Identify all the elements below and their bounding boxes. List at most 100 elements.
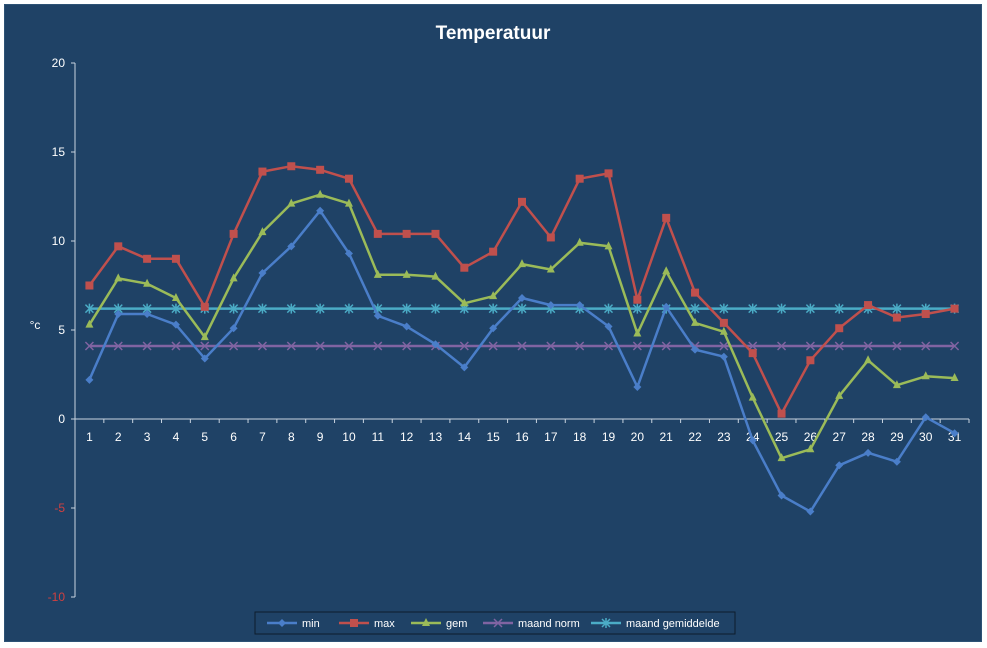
data-point-max [85, 281, 94, 290]
data-point-maand-norm [229, 341, 239, 351]
x-tick-label: 25 [775, 430, 789, 444]
data-point-gem [258, 227, 267, 236]
data-point-gem [604, 241, 613, 250]
data-point-max [143, 254, 152, 263]
data-point-min [85, 375, 94, 384]
data-point-maand-gemiddelde [488, 303, 498, 314]
data-point-gem [691, 317, 700, 326]
y-axis-label: °c [30, 318, 41, 332]
data-point-min [229, 324, 238, 333]
data-point-max [892, 313, 901, 322]
data-point-maand-gemiddelde [690, 303, 700, 314]
data-point-maand-norm [950, 341, 960, 351]
x-tick-label: 18 [573, 430, 587, 444]
x-tick-label: 28 [861, 430, 875, 444]
legend-label-gem: gem [446, 618, 467, 630]
data-point-max [719, 318, 728, 327]
data-point-maand-norm [632, 341, 642, 351]
legend-label-min: min [302, 618, 320, 630]
data-point-maand-gemiddelde [603, 303, 614, 314]
data-point-maand-gemiddelde [805, 303, 815, 314]
data-point-min [316, 206, 325, 215]
data-point-min [287, 242, 296, 251]
data-point-max [691, 288, 700, 297]
data-point-maand-norm [661, 341, 671, 351]
data-point-min [777, 491, 786, 500]
data-point-min [258, 269, 267, 278]
data-point-min [864, 448, 873, 457]
data-point-min [114, 309, 123, 318]
data-point-maand-norm [517, 341, 527, 351]
data-point-gem [460, 298, 469, 307]
x-tick-label: 22 [688, 430, 702, 444]
data-point-max [777, 409, 786, 418]
x-tick-label: 20 [631, 430, 645, 444]
data-point-min [489, 324, 498, 333]
data-point-maand-gemiddelde [748, 303, 758, 314]
x-tick-label: 12 [400, 430, 414, 444]
x-tick-label: 8 [288, 430, 295, 444]
data-point-maand-norm [546, 341, 556, 351]
data-point-min [892, 457, 901, 466]
data-point-maand-gemiddelde [84, 303, 94, 314]
data-point-maand-gemiddelde [315, 303, 325, 314]
data-point-max [546, 233, 555, 242]
x-tick-label: 30 [919, 430, 933, 444]
y-axis: -10 -5 0 5 10 15 20 [48, 56, 75, 604]
data-point-gem [85, 319, 94, 328]
series-maand-norm [84, 341, 960, 351]
data-point-min [344, 249, 353, 258]
data-point-min [546, 301, 555, 310]
x-tick-label: 17 [544, 430, 558, 444]
data-point-maand-norm [892, 341, 902, 351]
data-point-gem [748, 392, 757, 401]
series-layer [84, 162, 960, 516]
data-point-maand-norm [286, 341, 296, 351]
data-point-maand-norm [603, 341, 614, 351]
x-tick-label: 23 [717, 430, 731, 444]
series-line-min [88, 209, 956, 513]
data-point-max [373, 229, 382, 238]
data-point-min [200, 354, 209, 363]
data-point-gem [114, 273, 123, 282]
x-tick-label: 14 [458, 430, 472, 444]
data-point-gem [287, 198, 296, 207]
x-tick-label: 6 [230, 430, 237, 444]
data-point-gem [373, 269, 382, 278]
data-point-max [518, 197, 526, 206]
data-point-min [719, 352, 728, 361]
x-tick-label: 27 [833, 430, 847, 444]
data-point-maand-norm [575, 341, 585, 351]
x-tick-label: 10 [342, 430, 356, 444]
data-point-gem [892, 380, 901, 389]
data-point-maand-gemiddelde [834, 303, 844, 314]
y-tick-label: 20 [52, 56, 66, 70]
axes [74, 63, 969, 597]
data-point-min [806, 507, 815, 516]
legend-marker-min [278, 619, 286, 627]
data-point-min [835, 461, 844, 470]
data-point-max [114, 242, 123, 251]
data-point-maand-norm [200, 341, 210, 351]
data-point-maand-norm [113, 341, 123, 351]
data-point-maand-gemiddelde [171, 303, 181, 314]
data-point-gem [719, 326, 728, 335]
data-point-gem [402, 269, 411, 278]
chart-area: Temperatuur °c -10 -5 0 5 10 15 20 1 2 3 4 5 6 7 8 9 10… [4, 4, 982, 642]
data-point-gem [921, 371, 930, 380]
y-tick-label: 15 [52, 145, 66, 159]
data-point-maand-gemiddelde [517, 303, 527, 314]
data-point-maand-norm [373, 341, 383, 351]
data-point-max [431, 229, 440, 238]
data-point-gem [546, 264, 555, 273]
data-point-maand-norm [315, 341, 325, 351]
data-point-maand-gemiddelde [632, 303, 642, 314]
legend-marker-maand-norm [493, 618, 503, 628]
legend-label-max: max [374, 618, 395, 630]
data-point-min [171, 320, 180, 329]
data-point-gem [777, 453, 786, 462]
x-axis: 1234567891011121314151617181920212223242… [74, 419, 970, 444]
data-point-max [748, 349, 757, 358]
x-tick-label: 1 [86, 430, 93, 444]
data-point-gem [316, 189, 325, 198]
